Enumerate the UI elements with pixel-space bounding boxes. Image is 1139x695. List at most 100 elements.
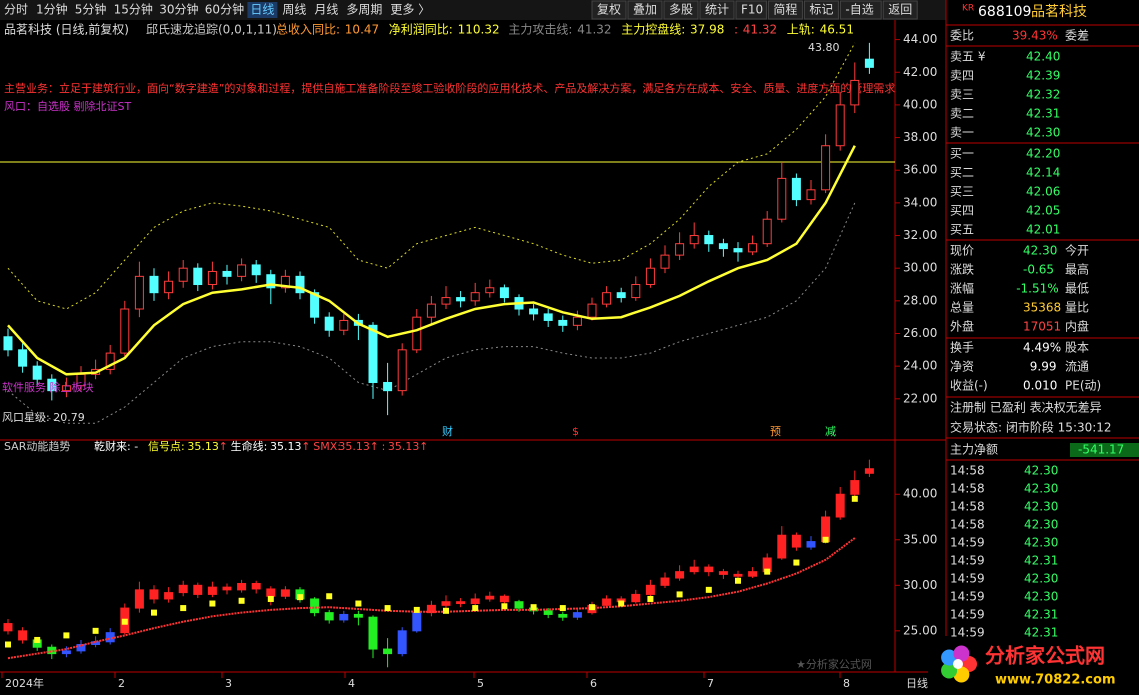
sar-dot xyxy=(63,632,70,639)
candle-body xyxy=(207,270,217,286)
period-tab[interactable]: 60分钟 xyxy=(205,2,244,17)
action-label[interactable]: F10 xyxy=(741,3,763,17)
x-tick-label: 3 xyxy=(225,677,232,690)
candle-body xyxy=(426,303,436,318)
action-label[interactable]: 简程 xyxy=(773,2,797,17)
action-button[interactable] xyxy=(767,0,803,20)
sar-candle-body xyxy=(689,566,699,573)
bid-price: 42.06 xyxy=(1026,185,1060,199)
y-tick-label: 30.00 xyxy=(903,578,937,592)
candle-body xyxy=(762,218,772,245)
sar-candle-body xyxy=(324,612,334,621)
tick-price: 42.31 xyxy=(1024,554,1058,568)
candle-body xyxy=(47,378,57,392)
tick-price: 42.30 xyxy=(1024,590,1058,604)
sar-candle-body xyxy=(660,577,670,586)
stat-value: 46.51 xyxy=(820,23,854,37)
sar-candle-body xyxy=(835,493,845,518)
stat-label: 总收入同比: xyxy=(276,23,340,37)
candle-body xyxy=(397,349,407,392)
period-tab[interactable]: 日线 xyxy=(250,3,274,17)
action-button[interactable] xyxy=(735,0,767,20)
action-label[interactable]: 叠加 xyxy=(633,3,657,17)
candle-body xyxy=(616,292,626,299)
period-tab[interactable]: 5分钟 xyxy=(75,2,107,17)
sar-candle-body xyxy=(733,573,743,577)
sub-title: SAR动能趋势 xyxy=(4,439,70,453)
sar-dot xyxy=(764,568,771,575)
candle-body xyxy=(32,365,42,380)
action-button[interactable] xyxy=(627,0,663,20)
tick-time: 14:59 xyxy=(950,536,985,550)
action-label[interactable]: 标记 xyxy=(809,3,833,17)
action-button[interactable] xyxy=(591,0,627,20)
period-tab[interactable]: 15分钟 xyxy=(114,2,153,17)
sar-candle-body xyxy=(791,534,801,548)
action-button[interactable] xyxy=(663,0,699,20)
period-tab[interactable]: 30分钟 xyxy=(159,2,198,17)
period-tab[interactable]: 周线 xyxy=(282,3,306,17)
stat-label: 换手 xyxy=(950,341,974,355)
candle-body xyxy=(835,104,845,147)
tick-price: 42.31 xyxy=(1024,608,1058,622)
candle-body xyxy=(324,316,334,331)
action-label[interactable]: 多股 xyxy=(669,3,693,17)
sar-candle-body xyxy=(543,610,553,615)
action-button[interactable] xyxy=(882,0,918,20)
period-tab[interactable]: 1分钟 xyxy=(36,2,68,17)
period-label: 日线 xyxy=(906,676,928,690)
action-label[interactable]: -自选 xyxy=(845,3,873,17)
action-label[interactable]: 返回 xyxy=(888,3,912,17)
sar-candle-body xyxy=(149,589,159,600)
stock-title: 品茗科技 (日线,前复权) xyxy=(4,22,129,37)
x-tick-label: 2 xyxy=(118,677,125,690)
ask-label: 卖二 xyxy=(950,107,974,121)
tick-price: 42.30 xyxy=(1024,482,1058,496)
candle-body xyxy=(134,275,144,310)
stat-value: 35368 xyxy=(1023,301,1061,315)
period-tab[interactable]: 更多 〉 xyxy=(390,3,430,17)
sar-candle-body xyxy=(280,589,290,597)
net-bar xyxy=(1070,443,1139,457)
action-label[interactable]: 复权 xyxy=(597,3,621,17)
stock-code: 688109 xyxy=(978,4,1031,20)
action-button[interactable] xyxy=(839,0,882,20)
event-marker[interactable]: $ xyxy=(572,425,579,438)
period-tab[interactable]: 多周期 xyxy=(346,3,382,17)
tick-price: 42.31 xyxy=(1024,626,1058,640)
action-label[interactable]: 统计 xyxy=(705,3,729,17)
candle-body xyxy=(602,292,612,305)
event-marker[interactable]: 减 xyxy=(825,425,836,438)
period-tab[interactable]: 月线 xyxy=(314,3,338,17)
row-label2: 委差 xyxy=(1065,29,1089,43)
sar-candle-body xyxy=(718,571,728,575)
action-button[interactable] xyxy=(803,0,839,20)
bid-label: 买三 xyxy=(950,185,974,199)
stat-value: -1.51% xyxy=(1016,282,1058,296)
candle-body xyxy=(850,79,860,106)
event-marker[interactable]: 财 xyxy=(442,424,453,438)
logo: 分析家公式网 www.70822.com xyxy=(928,636,1139,695)
sub-arrow: ↑ xyxy=(419,440,428,453)
ask-label: 卖四 xyxy=(950,69,974,83)
tick-time: 14:58 xyxy=(950,500,985,514)
sar-candle-body xyxy=(514,601,524,609)
candle-body xyxy=(310,292,320,318)
candle-body xyxy=(18,349,28,367)
stat-label: 涨幅 xyxy=(950,281,974,296)
sar-dot xyxy=(676,591,683,598)
period-tab[interactable]: 分时 xyxy=(4,3,28,17)
stock-name: 品茗科技 xyxy=(1031,4,1087,20)
sar-candle-body xyxy=(412,612,422,632)
event-marker[interactable]: 预 xyxy=(770,425,781,438)
action-button[interactable] xyxy=(699,0,735,20)
sar-candle-body xyxy=(3,623,13,632)
bid-price: 42.20 xyxy=(1026,147,1060,161)
stat-label: 外盘 xyxy=(950,319,974,334)
candle-body xyxy=(499,287,509,299)
sar-candle-body xyxy=(237,582,247,591)
sub-label: SMX: xyxy=(313,440,341,453)
sar-candle-body xyxy=(383,648,393,655)
candle-body xyxy=(120,308,130,354)
